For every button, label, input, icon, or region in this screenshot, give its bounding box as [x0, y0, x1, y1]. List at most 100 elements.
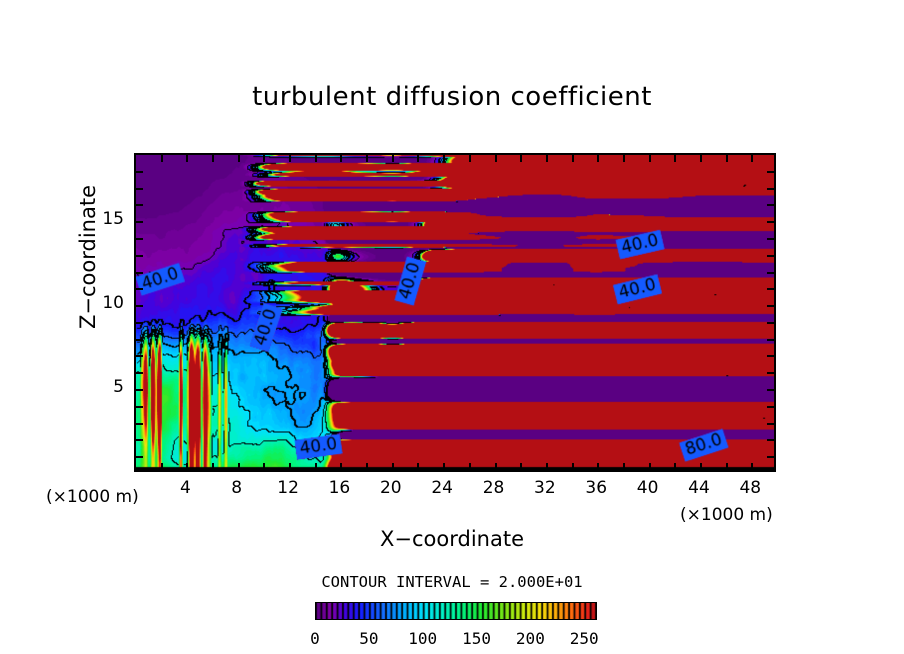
x-tick — [289, 155, 292, 162]
x-tick — [674, 155, 677, 162]
y-axis-title: Z−coordinate — [76, 185, 100, 329]
x-tick — [417, 155, 420, 162]
y-tick — [136, 456, 143, 459]
x-tick — [314, 463, 317, 470]
x-tick — [725, 463, 728, 470]
y-tick — [767, 372, 774, 375]
x-tick — [263, 463, 266, 470]
x-tick — [520, 155, 523, 162]
x-tick — [520, 463, 523, 470]
x-tick-label: 12 — [277, 478, 299, 498]
y-tick — [767, 355, 774, 358]
x-tick-label: 48 — [739, 478, 762, 498]
x-tick-label: 36 — [585, 478, 608, 498]
x-tick — [314, 155, 317, 162]
y-tick — [767, 422, 774, 425]
x-tick — [622, 155, 625, 162]
y-axis-unit: (×1000 m) — [46, 487, 139, 507]
x-tick — [340, 463, 343, 470]
x-tick — [443, 463, 446, 470]
y-tick — [767, 305, 774, 308]
x-tick — [186, 463, 189, 470]
x-tick — [263, 155, 266, 162]
x-tick — [699, 155, 702, 162]
y-tick — [767, 288, 774, 291]
y-tick — [136, 439, 143, 442]
x-tick-label: 24 — [431, 478, 453, 498]
y-tick — [136, 389, 143, 392]
y-tick — [767, 456, 774, 459]
x-tick — [622, 463, 625, 470]
x-tick — [648, 155, 651, 162]
y-tick — [136, 271, 143, 274]
x-tick — [212, 463, 215, 470]
y-tick-label: 15 — [102, 209, 124, 230]
x-tick — [237, 463, 240, 470]
y-tick — [767, 237, 774, 240]
x-tick — [366, 463, 369, 470]
x-tick — [545, 463, 548, 470]
y-tick — [136, 221, 143, 224]
x-tick — [237, 155, 240, 162]
page-title: turbulent diffusion coefficient — [252, 82, 652, 112]
x-tick-label: 32 — [534, 478, 556, 498]
x-tick — [597, 463, 600, 470]
x-tick — [443, 155, 446, 162]
y-tick — [767, 389, 774, 392]
x-tick — [391, 463, 394, 470]
y-tick — [136, 288, 143, 291]
x-tick — [160, 155, 163, 162]
colorbar — [315, 602, 597, 620]
y-tick — [767, 254, 774, 257]
colorbar-tick-label: 150 — [462, 629, 491, 648]
x-tick — [468, 463, 471, 470]
y-tick — [767, 321, 774, 324]
x-tick — [751, 155, 754, 162]
x-axis-unit: (×1000 m) — [680, 505, 773, 525]
x-tick — [597, 155, 600, 162]
colorbar-tick-label: 0 — [310, 629, 320, 648]
x-tick — [571, 155, 574, 162]
x-tick-label: 44 — [688, 478, 710, 498]
x-tick — [545, 155, 548, 162]
y-tick — [136, 355, 143, 358]
x-tick-label: 40 — [636, 478, 659, 498]
colorbar-tick-label: 50 — [359, 629, 379, 648]
x-tick — [648, 463, 651, 470]
x-tick — [366, 155, 369, 162]
x-tick — [674, 463, 677, 470]
x-tick — [417, 463, 420, 470]
x-tick — [699, 463, 702, 470]
y-tick — [767, 170, 774, 173]
x-tick-label: 20 — [379, 478, 402, 498]
y-tick-label: 10 — [102, 293, 124, 314]
y-tick — [767, 439, 774, 442]
x-tick — [212, 155, 215, 162]
y-tick — [136, 204, 143, 207]
y-tick — [136, 338, 143, 341]
x-tick — [751, 463, 754, 470]
x-tick-label: 4 — [179, 478, 191, 498]
y-tick — [136, 372, 143, 375]
x-tick — [494, 155, 497, 162]
x-axis-title: X−coordinate — [380, 527, 524, 551]
x-tick — [468, 155, 471, 162]
x-tick-label: 28 — [482, 478, 505, 498]
y-tick — [136, 170, 143, 173]
contour-field — [136, 155, 774, 470]
y-tick-label: 5 — [113, 377, 124, 398]
x-tick — [494, 463, 497, 470]
colorbar-caption: CONTOUR INTERVAL = 2.000E+01 — [321, 573, 583, 591]
y-tick — [767, 187, 774, 190]
y-tick — [136, 305, 143, 308]
y-tick — [136, 237, 143, 240]
x-tick — [340, 155, 343, 162]
contour-plot-panel — [134, 153, 776, 472]
x-tick-label: 8 — [231, 478, 243, 498]
y-tick — [767, 221, 774, 224]
x-tick — [160, 463, 163, 470]
y-tick — [767, 405, 774, 408]
colorbar-gradient — [316, 603, 596, 619]
y-tick — [767, 204, 774, 207]
